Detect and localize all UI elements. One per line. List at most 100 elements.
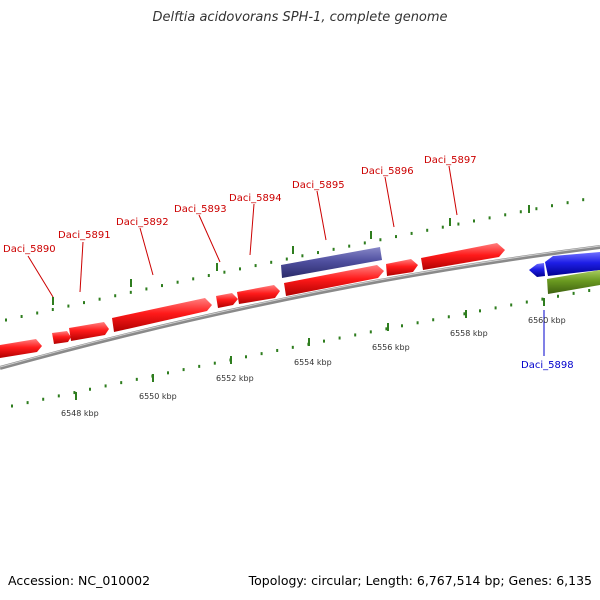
minor-tick bbox=[588, 289, 591, 293]
minor-tick bbox=[36, 311, 39, 315]
gene-arrow[interactable] bbox=[0, 339, 42, 358]
scale-label: 6548 kbp bbox=[61, 409, 99, 418]
leader-line bbox=[139, 227, 154, 276]
minor-tick bbox=[182, 368, 185, 372]
label-leaders bbox=[27, 165, 458, 298]
leader-line bbox=[198, 214, 221, 263]
minor-tick bbox=[582, 198, 585, 202]
gene-label[interactable]: Daci_5895 bbox=[292, 180, 345, 191]
minor-tick bbox=[145, 287, 148, 291]
gene-arrow[interactable] bbox=[52, 331, 71, 344]
leader-line bbox=[316, 190, 327, 241]
accession-text: Accession: NC_010002 bbox=[8, 573, 151, 588]
gene-arrow[interactable] bbox=[112, 298, 212, 332]
minor-tick bbox=[317, 251, 319, 255]
minor-tick bbox=[198, 364, 201, 368]
minor-tick bbox=[551, 204, 553, 208]
tick-row-upper bbox=[5, 198, 585, 322]
gene-label[interactable]: Daci_5891 bbox=[58, 230, 111, 241]
minor-tick bbox=[494, 306, 497, 310]
genome-backbone bbox=[0, 245, 600, 370]
gene-label[interactable]: Daci_5893 bbox=[174, 204, 227, 215]
gene-label[interactable]: Daci_5896 bbox=[361, 166, 414, 177]
minor-tick bbox=[98, 297, 101, 301]
minor-tick bbox=[51, 308, 54, 312]
minor-tick bbox=[120, 381, 123, 385]
gene-label-reverse[interactable]: Daci_5898 bbox=[521, 360, 574, 371]
minor-tick bbox=[566, 201, 569, 205]
minor-tick bbox=[479, 309, 481, 313]
gene-labels: Daci_5890 Daci_5891 Daci_5892 Daci_5893 … bbox=[3, 155, 574, 371]
minor-tick bbox=[432, 318, 435, 322]
minor-tick bbox=[114, 294, 117, 298]
leader-line bbox=[448, 165, 458, 216]
genome-backbone-highlight bbox=[0, 245, 600, 368]
minor-tick bbox=[379, 238, 382, 242]
minor-tick bbox=[426, 228, 429, 232]
tick-row-lower bbox=[11, 289, 591, 408]
minor-tick bbox=[260, 352, 263, 356]
minor-tick bbox=[535, 207, 538, 211]
minor-tick bbox=[541, 297, 544, 301]
minor-tick bbox=[291, 345, 294, 349]
minor-tick bbox=[57, 394, 60, 398]
scale-label: 6558 kbp bbox=[450, 329, 488, 338]
minor-tick bbox=[67, 304, 70, 308]
scale-label: 6560 kbp bbox=[528, 316, 566, 325]
gene-arrow[interactable] bbox=[386, 259, 418, 276]
genome-info-text: Topology: circular; Length: 6,767,514 bp… bbox=[248, 573, 592, 588]
gene-label[interactable]: Daci_5890 bbox=[3, 244, 56, 255]
minor-tick bbox=[572, 291, 575, 295]
minor-tick bbox=[239, 267, 241, 271]
gene-arrow-reverse[interactable] bbox=[529, 263, 545, 277]
minor-tick bbox=[463, 312, 466, 316]
minor-tick bbox=[348, 244, 351, 248]
gene-arrow-reverse[interactable] bbox=[545, 252, 600, 276]
minor-tick bbox=[401, 324, 403, 328]
minor-tick bbox=[26, 401, 29, 405]
minor-tick bbox=[5, 318, 7, 322]
feature-bar-purple[interactable] bbox=[281, 247, 382, 278]
minor-tick bbox=[416, 321, 419, 325]
gene-arrow[interactable] bbox=[216, 293, 238, 308]
minor-tick bbox=[245, 355, 247, 359]
minor-tick bbox=[504, 213, 507, 217]
minor-tick bbox=[338, 336, 341, 340]
leader-line bbox=[384, 176, 395, 228]
minor-tick bbox=[510, 303, 513, 307]
minor-tick bbox=[473, 219, 475, 223]
gene-arrow[interactable] bbox=[421, 243, 505, 270]
minor-tick bbox=[410, 231, 413, 235]
minor-tick bbox=[519, 210, 522, 214]
leader-line bbox=[27, 255, 54, 298]
leader-line bbox=[249, 203, 255, 256]
minor-tick bbox=[129, 290, 132, 294]
gene-label[interactable]: Daci_5892 bbox=[116, 217, 169, 228]
minor-tick bbox=[223, 270, 226, 274]
minor-tick bbox=[135, 377, 138, 381]
gene-arrow[interactable] bbox=[69, 322, 109, 341]
minor-tick bbox=[213, 361, 216, 365]
minor-tick bbox=[363, 241, 366, 245]
gene-label[interactable]: Daci_5894 bbox=[229, 193, 282, 204]
minor-tick bbox=[395, 235, 397, 239]
scale-label: 6550 kbp bbox=[139, 392, 177, 401]
minor-tick bbox=[301, 254, 304, 258]
minor-tick bbox=[176, 280, 179, 284]
scale-label: 6554 kbp bbox=[294, 358, 332, 367]
minor-tick bbox=[488, 216, 491, 220]
minor-tick bbox=[557, 294, 559, 298]
gene-label[interactable]: Daci_5897 bbox=[424, 155, 477, 166]
minor-tick bbox=[207, 274, 210, 278]
gene-arrow[interactable] bbox=[237, 285, 280, 304]
minor-tick bbox=[83, 301, 85, 305]
minor-tick bbox=[457, 222, 460, 226]
minor-tick bbox=[254, 264, 257, 268]
minor-tick bbox=[525, 300, 528, 304]
feature-bar-green[interactable] bbox=[547, 270, 600, 294]
minor-tick bbox=[285, 257, 288, 261]
gene-arrow[interactable] bbox=[284, 265, 384, 296]
scale-labels: 6548 kbp 6550 kbp 6552 kbp 6554 kbp 6556… bbox=[61, 316, 566, 418]
minor-tick bbox=[270, 260, 273, 264]
minor-tick bbox=[369, 330, 372, 334]
